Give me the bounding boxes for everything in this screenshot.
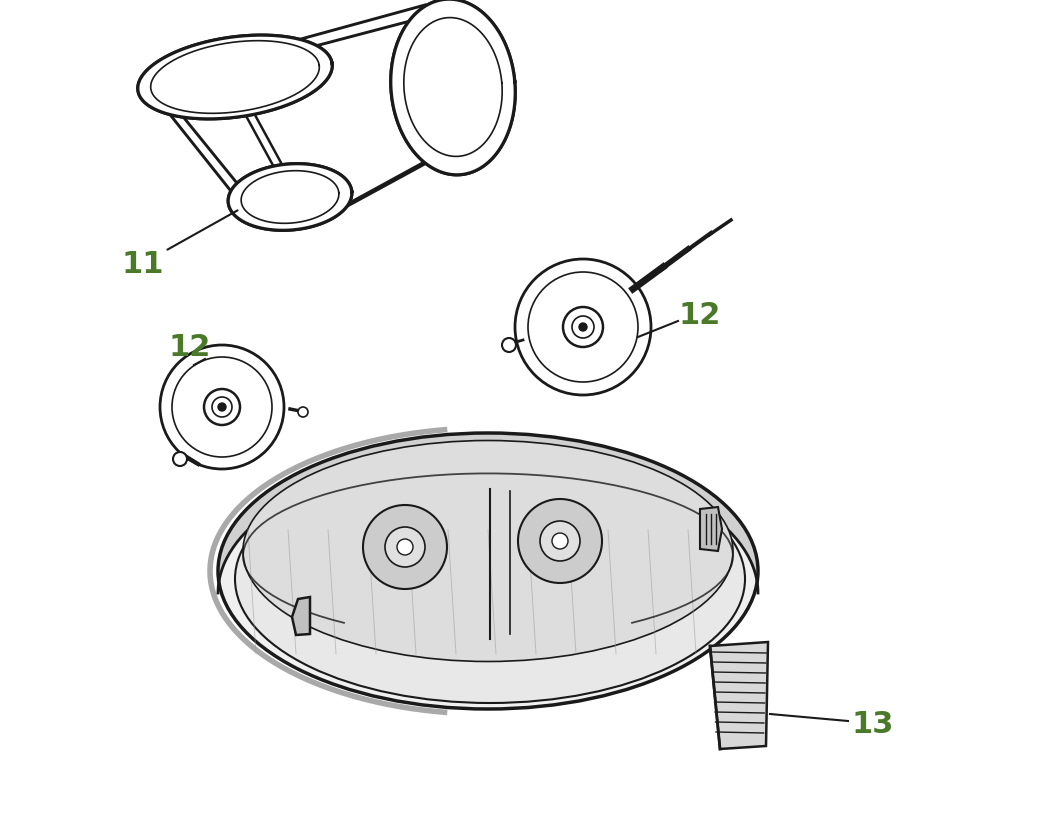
Polygon shape (292, 597, 310, 635)
Polygon shape (138, 36, 333, 120)
Text: 13: 13 (851, 710, 894, 739)
Polygon shape (150, 41, 320, 114)
Circle shape (502, 338, 516, 352)
Circle shape (385, 528, 425, 567)
Circle shape (363, 505, 447, 590)
Circle shape (518, 500, 602, 583)
Polygon shape (403, 18, 502, 157)
Polygon shape (710, 643, 768, 749)
Circle shape (160, 346, 284, 470)
Circle shape (563, 308, 603, 347)
Polygon shape (241, 171, 339, 224)
Text: 12: 12 (168, 333, 211, 362)
Polygon shape (160, 93, 245, 206)
Polygon shape (285, 6, 433, 55)
Polygon shape (700, 508, 722, 552)
Circle shape (540, 521, 580, 562)
Text: 12: 12 (679, 301, 721, 330)
Ellipse shape (235, 456, 744, 703)
Polygon shape (150, 41, 320, 114)
Polygon shape (391, 0, 516, 175)
Polygon shape (245, 115, 285, 171)
Circle shape (173, 452, 187, 466)
Polygon shape (333, 118, 511, 213)
Circle shape (397, 539, 413, 555)
Polygon shape (138, 36, 333, 120)
Polygon shape (391, 0, 516, 175)
Circle shape (579, 323, 587, 332)
Polygon shape (228, 165, 352, 231)
Text: 11: 11 (122, 251, 164, 280)
Polygon shape (228, 165, 352, 231)
Circle shape (552, 533, 568, 549)
Polygon shape (218, 433, 758, 593)
Circle shape (515, 260, 651, 395)
Ellipse shape (243, 441, 733, 662)
Polygon shape (403, 18, 502, 157)
Circle shape (218, 404, 226, 412)
Circle shape (212, 398, 232, 418)
Polygon shape (241, 171, 339, 224)
Circle shape (572, 317, 594, 338)
Ellipse shape (218, 433, 758, 709)
Circle shape (204, 390, 240, 425)
Circle shape (298, 408, 308, 418)
